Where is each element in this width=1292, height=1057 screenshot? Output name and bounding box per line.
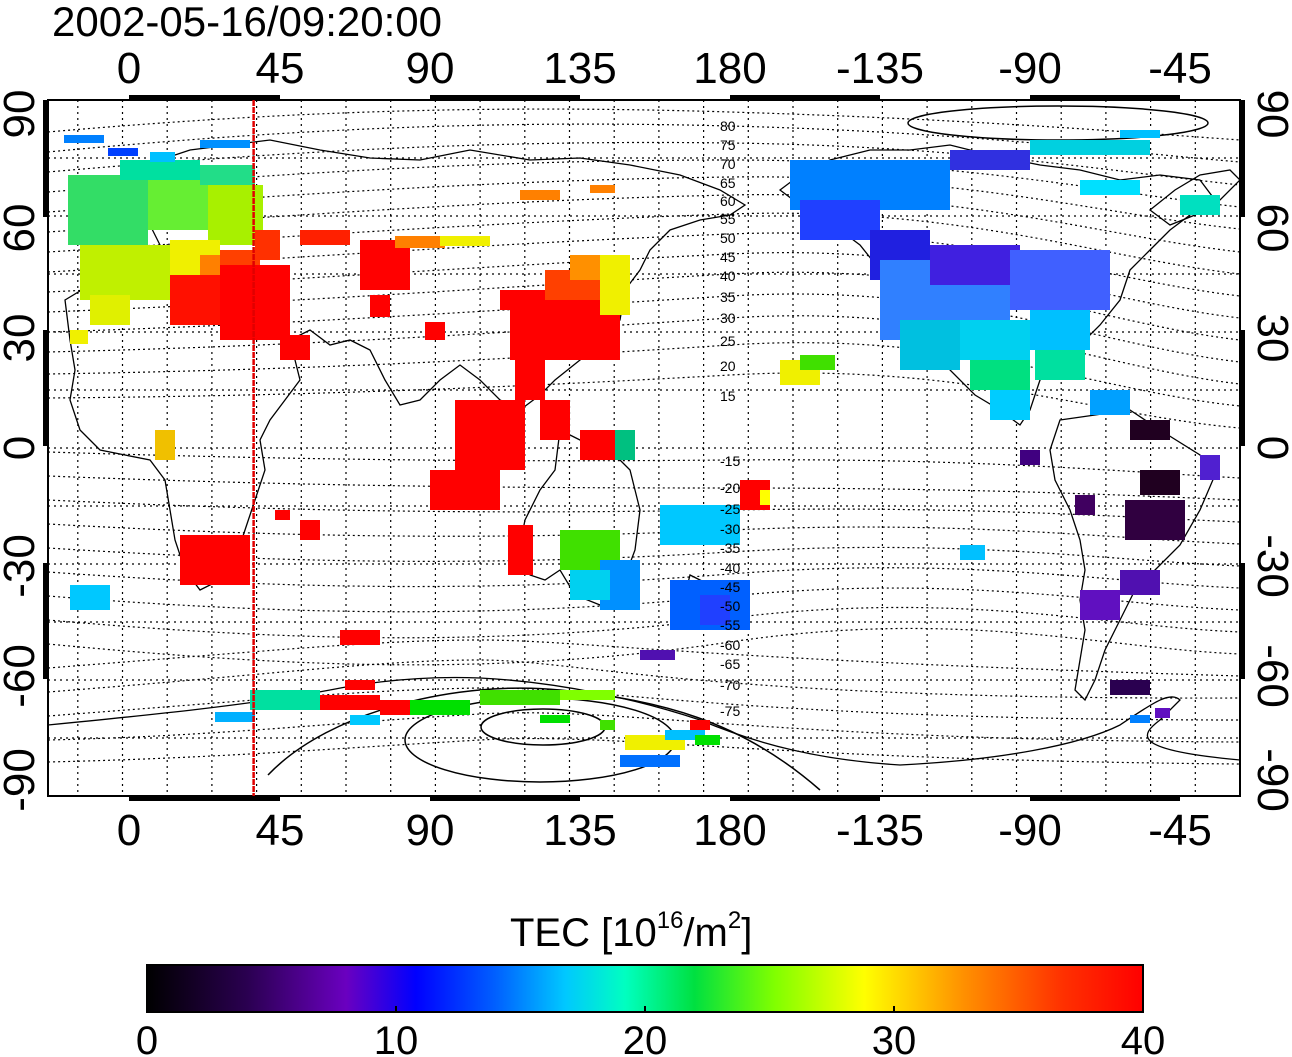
contour-label: 30	[720, 310, 736, 326]
contour-label: -45	[720, 579, 740, 595]
colorbar-tick-label: 10	[374, 1019, 419, 1057]
colorbar-title-close: ]	[741, 911, 752, 955]
left-axis: 90 60 30 0 -30 -60 -90	[0, 90, 44, 812]
colorbar-tick-label: 40	[1121, 1019, 1166, 1057]
contour-label: 60	[720, 193, 736, 209]
contour-label: -30	[720, 521, 740, 537]
left-tick-label: 0	[0, 436, 44, 460]
colorbar-title-main: TEC [10	[510, 911, 657, 955]
map-title: 2002-05-16/09:20:00	[52, 0, 442, 45]
right-tick-label: 30	[1248, 314, 1292, 363]
contour-label: 80	[720, 118, 736, 134]
left-tick-label: 60	[0, 204, 44, 253]
contour-label: -25	[720, 501, 740, 517]
contour-label: 20	[720, 358, 736, 374]
top-tick-label: -45	[1148, 44, 1212, 93]
contour-label: -70	[720, 677, 740, 693]
colorbar-tick-label: 0	[136, 1019, 158, 1057]
left-tick-label: -30	[0, 534, 44, 598]
colorbar-title: TEC [1016/m2]	[510, 907, 752, 955]
bottom-tick-label: -90	[998, 806, 1062, 855]
right-axis: 90 60 30 0 -30 -60 -90	[1248, 90, 1292, 812]
contour-label: -55	[720, 617, 740, 633]
contour-label: -50	[720, 598, 740, 614]
colorbar-tick-label: 30	[872, 1019, 917, 1057]
contour-label: -20	[720, 480, 740, 496]
bottom-tick-label: 180	[693, 806, 766, 855]
contour-label: 65	[720, 175, 736, 191]
right-tick-label: 90	[1248, 90, 1292, 139]
top-tick-label: 135	[543, 44, 616, 93]
contour-label: 70	[720, 156, 736, 172]
bottom-tick-label: 0	[117, 806, 141, 855]
right-tick-label: 60	[1248, 204, 1292, 253]
top-axis: 0 45 90 135 180 -135 -90 -45	[117, 44, 1212, 93]
bottom-tick-label: -135	[836, 806, 924, 855]
bottom-tick-label: 45	[256, 806, 305, 855]
contour-label: -15	[720, 453, 740, 469]
contour-label: 40	[720, 268, 736, 284]
left-tick-label: -90	[0, 748, 44, 812]
contour-label: -75	[720, 703, 740, 719]
top-tick-label: -135	[836, 44, 924, 93]
top-tick-label: 180	[693, 44, 766, 93]
contour-label: 50	[720, 230, 736, 246]
right-tick-label: -30	[1248, 534, 1292, 598]
colorbar-labels: 0 10 20 30 40	[136, 1019, 1165, 1057]
colorbar-title-exponent: 16	[657, 907, 684, 934]
right-tick-label: -60	[1248, 644, 1292, 708]
left-tick-label: 90	[0, 90, 44, 139]
colorbar-tick-label: 20	[623, 1019, 668, 1057]
contour-label: 75	[720, 137, 736, 153]
tec-data	[64, 130, 1220, 767]
contour-label: 55	[720, 211, 736, 227]
top-tick-label: 90	[406, 44, 455, 93]
frame-ticks	[43, 95, 1245, 801]
right-tick-label: -90	[1248, 748, 1292, 812]
contour-label: 25	[720, 333, 736, 349]
contour-label: -35	[720, 540, 740, 556]
contour-label: 15	[720, 388, 736, 404]
bottom-axis: 0 45 90 135 180 -135 -90 -45	[117, 806, 1212, 855]
contour-label: 45	[720, 249, 736, 265]
colorbar-ticks	[395, 1006, 895, 1012]
top-tick-label: -90	[998, 44, 1062, 93]
colorbar-title-unit: /m	[683, 911, 727, 955]
left-tick-label: 30	[0, 314, 44, 363]
bottom-tick-label: -45	[1148, 806, 1212, 855]
colorbar	[146, 964, 1144, 1013]
top-tick-label: 0	[117, 44, 141, 93]
contour-label: -40	[720, 560, 740, 576]
bottom-tick-label: 135	[543, 806, 616, 855]
contour-label: -60	[720, 637, 740, 653]
left-tick-label: -60	[0, 644, 44, 708]
top-tick-label: 45	[256, 44, 305, 93]
contour-label: 35	[720, 289, 736, 305]
right-tick-label: 0	[1248, 436, 1292, 460]
bottom-tick-label: 90	[406, 806, 455, 855]
contour-labels: 80 75 70 65 60 55 50 45 40 35 30 25 20 1…	[720, 118, 740, 719]
contour-label: -65	[720, 656, 740, 672]
colorbar-title-unit-exponent: 2	[728, 907, 741, 934]
